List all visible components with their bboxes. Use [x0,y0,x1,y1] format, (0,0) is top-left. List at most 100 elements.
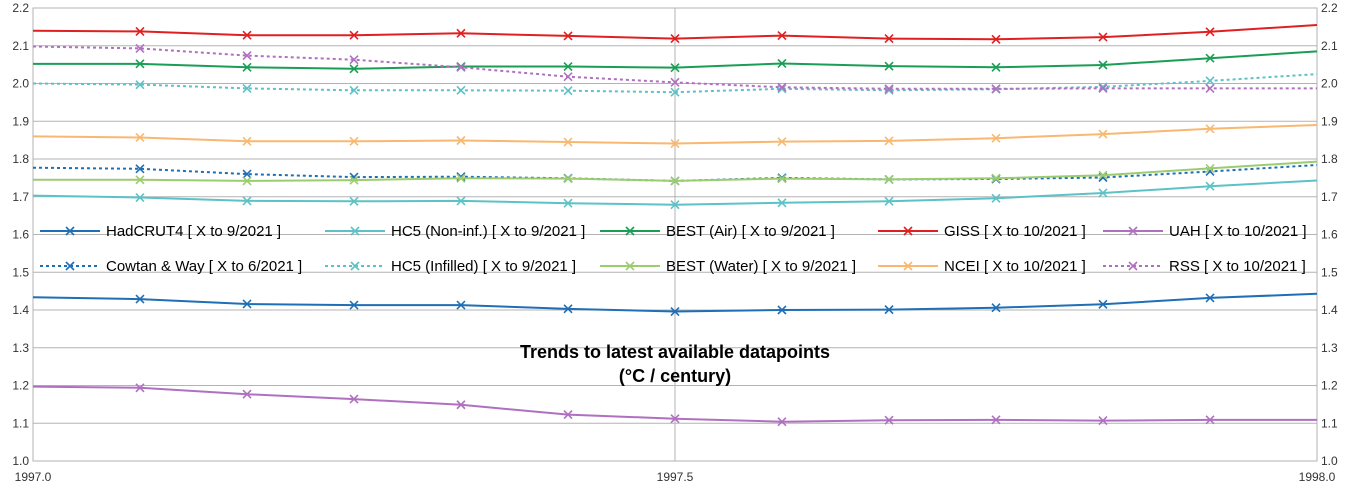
data-point [563,198,573,208]
series-line-2 [33,50,1318,74]
data-point [135,26,145,36]
data-point [1205,415,1215,425]
data-point [1205,76,1215,86]
data-point [670,200,680,210]
y-tick-label-left: 1.4 [12,303,29,317]
data-point [884,34,894,44]
data-point [349,55,359,65]
series-line-8 [32,124,1318,149]
data-point [349,64,359,74]
data-point [456,62,466,72]
y-tick-label-right: 1.3 [1321,341,1338,355]
data-point [135,43,145,53]
data-point [563,137,573,147]
legend-marker [65,261,75,271]
data-point [1098,129,1108,139]
y-tick-label-left: 1.2 [12,379,29,393]
y-tick-label-left: 1.7 [12,190,29,204]
legend-entry: HC5 (Infilled) [ X to 9/2021 ] [325,258,576,275]
data-point [1098,188,1108,198]
data-point [456,135,466,146]
data-point [670,63,680,73]
legend-label: BEST (Air) [ X to 9/2021 ] [666,223,835,240]
data-point [777,82,787,92]
data-point [135,80,145,90]
data-point [1098,170,1108,180]
data-point [135,175,145,185]
data-point [563,410,573,420]
series-line-7 [33,160,1318,186]
data-point [670,306,680,317]
y-tick-label-left: 1.3 [12,341,29,355]
y-tick-label-left: 2.2 [12,1,29,15]
legend-entry: Cowtan & Way [ X to 6/2021 ] [40,258,302,275]
y-tick-label-right: 2.0 [1321,77,1338,91]
y-tick-label-left: 2.1 [12,39,29,53]
data-point [456,400,466,410]
data-point [884,305,894,315]
legend-label: Cowtan & Way [ X to 6/2021 ] [106,258,302,275]
x-axis-ticks: 1997.0 1997.5 1998.0 [15,470,1336,484]
data-point [563,304,573,314]
series-group [32,24,1318,427]
series-line-9 [32,43,1317,94]
data-point [563,31,573,41]
series-line-1 [32,179,1318,210]
chart-subtitle: (°C / century) [619,366,731,386]
legend-entry: GISS [ X to 10/2021 ] [878,223,1086,240]
y-tick-label-right: 1.4 [1321,303,1338,317]
y-tick-label-left: 2.0 [12,77,29,91]
data-point [991,34,1001,44]
legend-label: BEST (Water) [ X to 9/2021 ] [666,258,856,275]
data-point [670,138,680,149]
data-point [884,196,894,206]
data-point [884,174,894,184]
legend-marker [903,226,913,236]
data-point [1098,83,1108,93]
data-point [777,58,787,69]
legend: HadCRUT4 [ X to 9/2021 ] HC5 (Non-inf.) [… [40,223,1307,275]
data-point [991,173,1001,183]
legend-marker [1128,261,1138,271]
data-point [242,389,252,399]
legend-marker [903,261,913,271]
data-point [456,172,466,182]
data-point [242,136,252,146]
legend-marker [350,226,360,236]
series-line-0 [32,292,1318,317]
series-line-6 [32,73,1318,97]
data-point [456,28,466,38]
data-point [563,174,573,184]
y-tick-label-left: 1.5 [12,265,29,279]
legend-label: GISS [ X to 10/2021 ] [944,223,1086,240]
data-point [777,174,787,184]
data-point [563,86,573,96]
data-point [242,50,252,61]
data-point [670,414,680,424]
data-point [884,61,894,71]
data-point [670,176,680,186]
data-point [242,169,252,179]
y-tick-label-right: 1.0 [1321,454,1338,468]
data-point [1205,124,1215,134]
series-line-4 [32,383,1317,427]
data-point [135,192,145,203]
plot-area-border [32,7,1318,462]
data-point [349,175,359,185]
legend-entry: HadCRUT4 [ X to 9/2021 ] [40,223,281,240]
data-point [1098,299,1108,309]
data-point [349,196,359,206]
legend-label: HC5 (Infilled) [ X to 9/2021 ] [391,258,576,275]
y-tick-label-right: 2.1 [1321,39,1338,53]
y-axis-right-ticks: 1.0 1.1 1.2 1.3 1.4 1.5 1.6 1.7 1.8 1.9 2.0 2.1 2.2 [1321,1,1338,468]
legend-entry: HC5 (Non-inf.) [ X to 9/2021 ] [325,223,585,240]
data-point [777,30,787,41]
legend-entry: BEST (Air) [ X to 9/2021 ] [600,223,835,240]
legend-entry: BEST (Water) [ X to 9/2021 ] [600,258,856,275]
y-tick-label-left: 1.0 [12,454,29,468]
data-point [1205,293,1215,303]
data-point [349,30,359,40]
legend-marker [625,261,635,271]
data-point [349,394,359,404]
